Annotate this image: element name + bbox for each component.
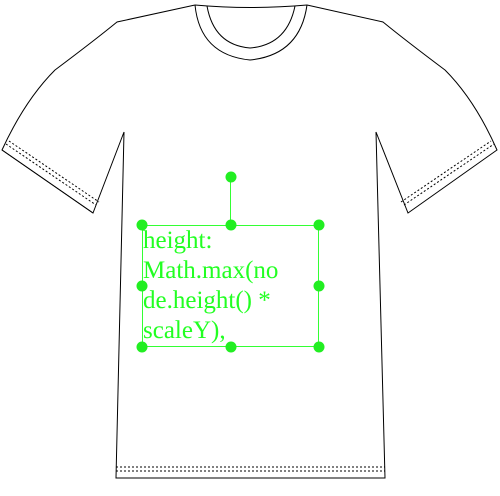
rotate-stem (230, 177, 231, 225)
bottom-right-handle[interactable] (313, 341, 325, 353)
middle-left-handle[interactable] (136, 280, 148, 292)
text-line: scaleY), (143, 317, 226, 344)
top-left-handle[interactable] (136, 219, 148, 231)
text-line: Math.max(no (143, 257, 279, 284)
text-line: height: (143, 227, 213, 254)
middle-right-handle[interactable] (313, 280, 325, 292)
top-right-handle[interactable] (313, 219, 325, 231)
rotate-handle[interactable] (225, 171, 237, 183)
text-line: de.height() * (143, 287, 271, 314)
bottom-center-handle[interactable] (225, 341, 237, 353)
bottom-left-handle[interactable] (136, 341, 148, 353)
top-center-handle[interactable] (225, 219, 237, 231)
text-layer[interactable]: height: Math.max(no de.height() * scaleY), (143, 226, 343, 346)
